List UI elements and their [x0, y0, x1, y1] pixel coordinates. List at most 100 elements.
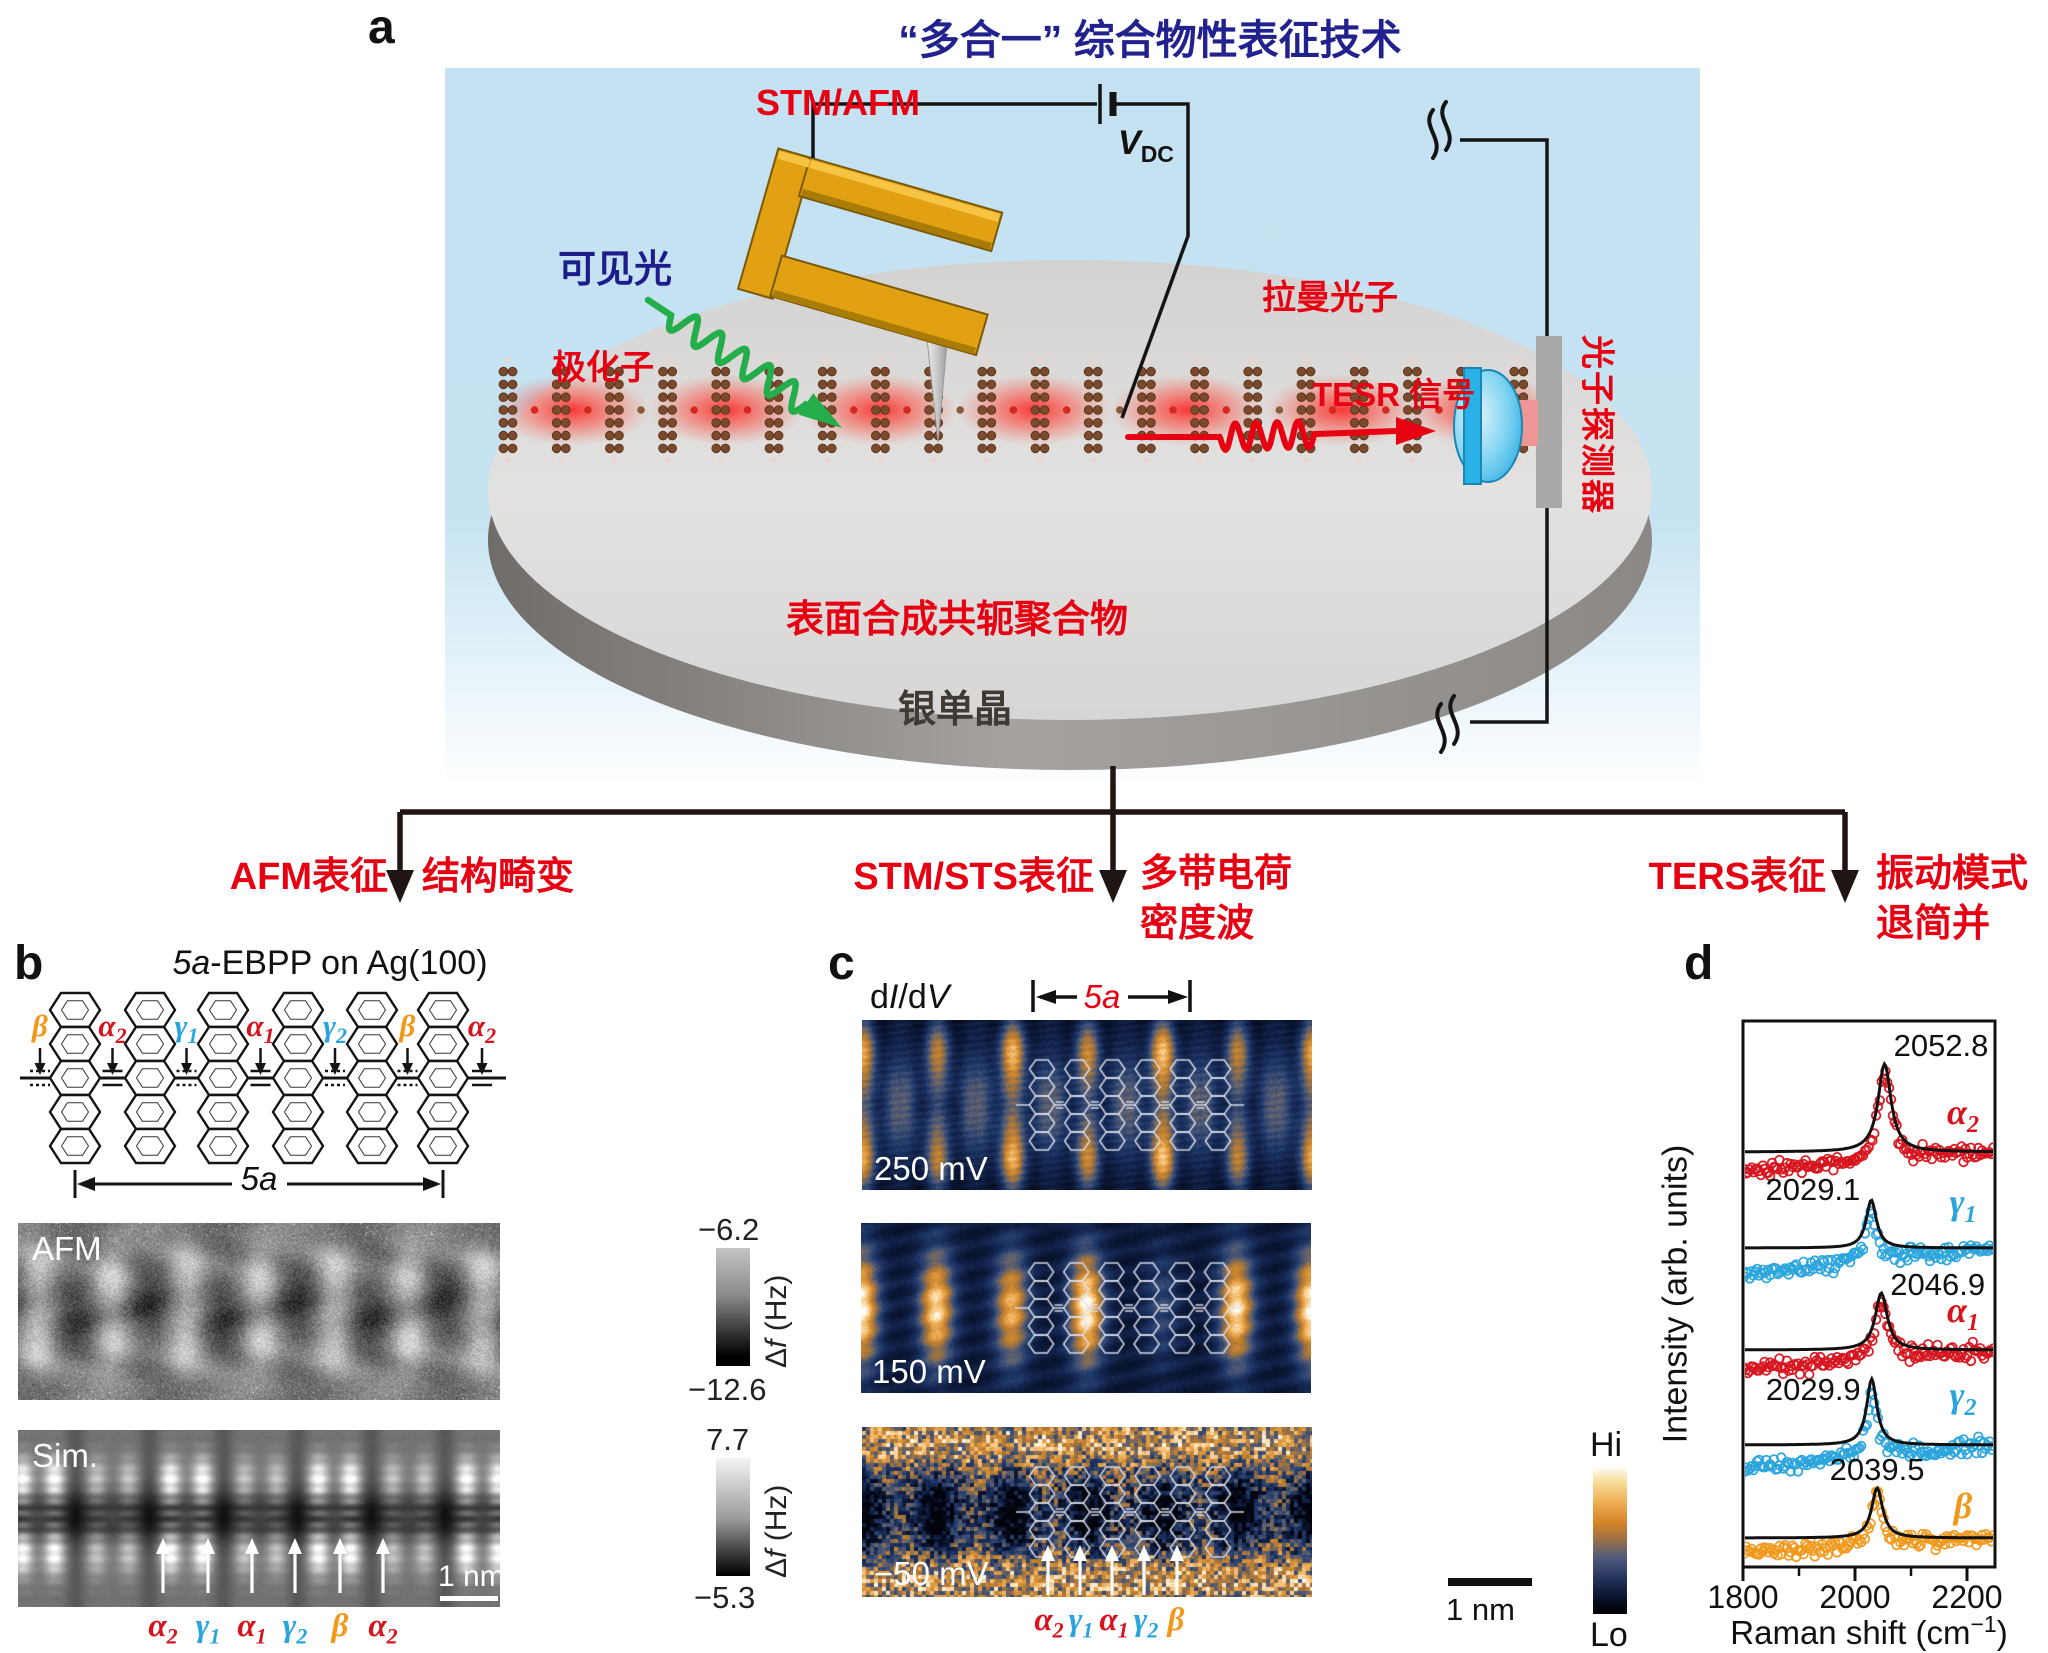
sim-scalebar-label: 1 nm — [438, 1560, 505, 1593]
panel-b-title: 5a-EBPP on Ag(100) — [172, 944, 488, 982]
mode-label-γ1: γ1 — [174, 1008, 199, 1049]
stm-afm-label: STM/AFM — [756, 82, 920, 123]
vdc-label: VDC — [1118, 124, 1174, 167]
bias-label-minus50mv: −50 mV — [874, 1555, 989, 1592]
unit-span-arrow — [1031, 980, 1192, 1012]
svg-text:Raman shift (cm−1): Raman shift (cm−1) — [1730, 1611, 2007, 1651]
sim-colorbar-max: 7.7 — [706, 1422, 750, 1457]
panel-b-label: b — [14, 937, 44, 990]
svg-text:2029.9: 2029.9 — [1766, 1372, 1861, 1407]
mode-label-α1: α1 — [237, 1608, 267, 1649]
raman-photon-label: 拉曼光子 — [1262, 279, 1398, 317]
panel-a-schematic — [488, 84, 1652, 770]
afm-colorbar-unit: Δf (Hz) — [760, 1274, 793, 1368]
mode-label-β: β — [32, 1008, 48, 1043]
mode-label-β: β — [1167, 1602, 1185, 1638]
afm-image-label: AFM — [32, 1230, 102, 1267]
mode-label-γ1: γ1 — [1068, 1602, 1094, 1643]
c-colorbar — [1593, 1466, 1627, 1614]
mode-label-γ2: γ2 — [323, 1008, 347, 1049]
svg-text:γ2: γ2 — [1950, 1375, 1977, 1421]
didv-map-250mv — [862, 1020, 1312, 1190]
battery-icon — [1098, 84, 1117, 124]
mode-label-β: β — [399, 1008, 416, 1043]
mode-label-γ1: γ1 — [195, 1608, 221, 1649]
panel-c-span-label: 5a — [1083, 978, 1121, 1015]
didv-map-150mv — [861, 1223, 1311, 1393]
raman-signal-arrow — [1125, 418, 1399, 454]
panel-d-label: d — [1684, 937, 1714, 990]
branch-ters-result-1: 振动模式 — [1876, 853, 2029, 895]
sim-scalebar — [440, 1596, 498, 1601]
minus50mv-mode-arrows — [1041, 1545, 1184, 1595]
didv-label: dI/dV — [870, 978, 950, 1016]
mode-label-β: β — [331, 1608, 349, 1644]
sim-image-label: Sim. — [32, 1437, 98, 1474]
afm-colorbar-max: −6.2 — [698, 1212, 760, 1247]
svg-text:β: β — [1952, 1486, 1973, 1526]
branch-stm-result-1: 多带电荷 — [1140, 853, 1293, 895]
sim-colorbar-min: −5.3 — [694, 1580, 756, 1615]
simulated-afm-image — [18, 1430, 500, 1607]
mode-label-α2: α2 — [1034, 1602, 1064, 1643]
d-ylabel: Intensity (arb. units) — [1656, 1144, 1695, 1444]
mode-label-α1: α1 — [1099, 1602, 1129, 1643]
branch-afm-result: 结构畸变 — [422, 856, 575, 898]
wire-break-icon-top — [1427, 100, 1452, 160]
arrowhead-afm — [386, 870, 414, 903]
lens-mount — [1463, 367, 1482, 485]
svg-text:α2: α2 — [1947, 1092, 1979, 1138]
bias-label-250mv: 250 mV — [874, 1150, 988, 1187]
unit-cell-span-label: 5a — [240, 1160, 278, 1197]
flowchart-arrows — [386, 766, 1859, 903]
arrowhead-stm — [1099, 870, 1127, 903]
silver-crystal-disc — [488, 260, 1652, 770]
svg-text:2200: 2200 — [1931, 1579, 2002, 1615]
branch-stm-method: STM/STS表征 — [853, 856, 1094, 898]
branch-ters-result-2: 退简并 — [1876, 903, 1991, 945]
c-colorbar-lo: Lo — [1590, 1616, 1628, 1653]
mode-label-γ2: γ2 — [1133, 1602, 1159, 1643]
photon-detector-plate — [1536, 336, 1562, 508]
raman-spectra-plot: 2052.8 α2 2029.1 γ1 2046.9α1 2029.9 γ2 2039.5 β 1… — [1707, 1019, 2008, 1651]
svg-text:2029.1: 2029.1 — [1765, 1172, 1860, 1207]
svg-text:α1: α1 — [1947, 1290, 1979, 1336]
mode-label-α2: α2 — [368, 1608, 398, 1649]
sim-colorbar-unit: Δf (Hz) — [760, 1484, 793, 1578]
visible-light-arrowhead — [798, 393, 842, 428]
wire-break-icon-bottom — [1435, 694, 1460, 754]
c-colorbar-hi: Hi — [1590, 1426, 1623, 1464]
figure-title: “多合一” 综合物性表征技术 — [898, 17, 1402, 63]
svg-text:2046.9: 2046.9 — [1890, 1267, 1985, 1302]
svg-text:2052.8: 2052.8 — [1894, 1028, 1989, 1063]
svg-text:γ1: γ1 — [1950, 1182, 1977, 1228]
polymer-label: 表面合成共轭聚合物 — [786, 599, 1129, 641]
visible-light-label: 可见光 — [558, 249, 673, 291]
bias-circuit-wire — [811, 102, 1190, 419]
visible-light-arrow — [644, 296, 818, 415]
afm-image — [18, 1223, 500, 1400]
mode-label-α2: α2 — [467, 1008, 497, 1049]
panel-c-label: c — [828, 937, 855, 990]
chemical-structure — [20, 991, 506, 1198]
c-scalebar-label: 1 nm — [1446, 1592, 1515, 1627]
branch-ters-method: TERS表征 — [1648, 856, 1826, 898]
arrowhead-ters — [1831, 870, 1859, 903]
polymer-chain — [494, 357, 1560, 463]
branch-afm-method: AFM表征 — [229, 856, 388, 898]
didv-map-minus50mv — [862, 1427, 1312, 1597]
branch-stm-result-2: 密度波 — [1140, 903, 1255, 945]
sim-colorbar — [716, 1458, 750, 1576]
svg-text:2039.5: 2039.5 — [1830, 1452, 1925, 1487]
mode-label-α2: α2 — [148, 1608, 178, 1649]
tesr-signal-label: TESR 信号 — [1312, 376, 1476, 413]
panel-a-label: a — [368, 1, 395, 54]
bias-label-150mv: 150 mV — [872, 1353, 986, 1390]
c-scalebar — [1448, 1578, 1532, 1586]
afm-colorbar — [716, 1248, 750, 1366]
afm-colorbar-min: −12.6 — [688, 1372, 767, 1407]
mode-label-α1: α1 — [246, 1008, 275, 1049]
raman-arrowhead — [1396, 417, 1436, 445]
sim-mode-arrows — [156, 1538, 390, 1593]
polaron-label: 极化子 — [552, 349, 654, 387]
